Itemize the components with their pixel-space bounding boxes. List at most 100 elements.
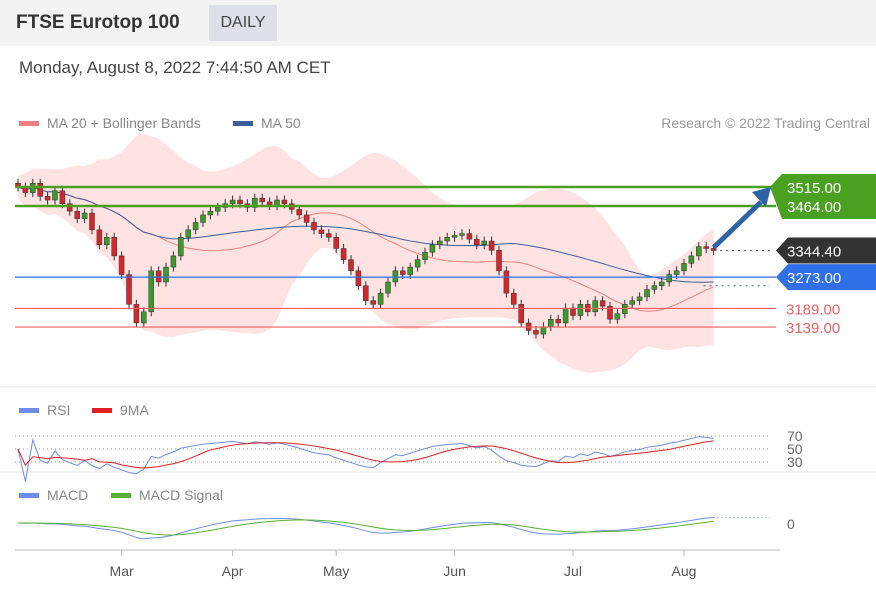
candle [118,251,125,280]
candle-body [392,270,399,283]
rsi-level-label: 70 [787,428,803,444]
macd-signal-line [17,519,714,536]
candle-body [466,233,473,240]
candle [67,199,73,216]
page-title: FTSE Eurotop 100 [16,12,180,33]
candle-body [451,235,458,238]
credit: Research © 2022 Trading Central [661,115,870,131]
candle-body [252,197,258,208]
candle [488,236,495,255]
candle-body [533,330,539,335]
candle-body [37,183,43,197]
rsi-9ma-line [17,440,714,469]
candle-body [488,240,495,251]
rsi-swatch [19,407,39,413]
candle-body [592,300,598,313]
macd-zero-label: 0 [787,516,795,532]
ma20-swatch [19,120,39,126]
candle [503,266,510,298]
candle-body [207,210,214,216]
candle [444,232,450,246]
candle-body [59,190,66,205]
ma50-line [17,186,714,283]
candle-body [540,326,547,335]
candle-body [126,274,132,305]
candle-body [163,266,169,283]
candle-body [281,199,288,205]
candle-body [422,251,428,260]
candle-body [414,259,421,268]
candle-body [229,199,236,205]
legend-rsi: RSI [19,402,70,418]
candle [518,299,524,328]
candle [355,266,362,291]
month-label: Aug [672,563,697,579]
candle-body [67,203,73,212]
candle-body [599,300,606,307]
candle-body [318,229,325,234]
candle [141,307,147,328]
candle [363,281,369,306]
legend-ma50: MA 50 [233,115,301,131]
month-label: Jun [443,563,466,579]
level-label-resistance: 3515.00 [787,180,841,197]
legend-rsi-label: RSI [47,402,71,418]
target-arrow-head [752,187,771,208]
candle-body [237,199,243,205]
candle [681,258,687,276]
candle-body [696,246,702,257]
candle-body [141,311,147,324]
candle [607,301,613,324]
candle-body [200,214,206,223]
candle [407,262,413,280]
candle [370,296,376,309]
candle-body [577,304,584,316]
candle-body [111,237,117,257]
candle-body [407,266,413,275]
candle [37,178,43,201]
legend-ma20-label: MA 20 + Bollinger Bands [47,115,201,131]
candle [659,277,665,291]
candle [474,234,480,250]
candle-body [89,212,95,231]
candle-body [363,285,369,301]
month-label: Mar [110,563,134,579]
candle [296,204,302,220]
rsi-level-label: 30 [787,454,803,470]
legend-ma20: MA 20 + Bollinger Bands [19,115,201,131]
legend-macd-signal: MACD Signal [111,487,223,503]
candle-body [518,304,524,324]
header: FTSE Eurotop 100 DAILY [0,0,876,46]
candle [437,236,443,250]
candle [392,266,399,287]
rsi-line [17,436,714,482]
candle-body [651,285,658,290]
candle [496,245,502,276]
level-label-support: 3189.00 [786,301,840,318]
candle-body [370,300,376,305]
month-label: Jul [564,563,582,579]
candle [170,251,177,272]
macd-signal-swatch [111,492,131,498]
candle [629,296,635,309]
level-label-support: 3139.00 [786,320,840,337]
candle-body [703,246,709,249]
candle [688,251,695,268]
candle-body [178,237,184,257]
candle [333,232,339,253]
candle-body [629,300,635,305]
candle-body [496,250,502,272]
legend-rsi9: 9MA [92,402,149,418]
period-badge[interactable]: DAILY [209,5,277,41]
bollinger-band [18,133,714,373]
candle [252,193,258,212]
candle [192,217,199,235]
candle [311,217,317,235]
candle-body [340,248,347,260]
rsi9-swatch [92,407,112,413]
candle-body [503,270,510,294]
candle-body [148,270,154,313]
candle-body [155,270,162,283]
candle [696,242,702,261]
candle-body [104,237,110,245]
